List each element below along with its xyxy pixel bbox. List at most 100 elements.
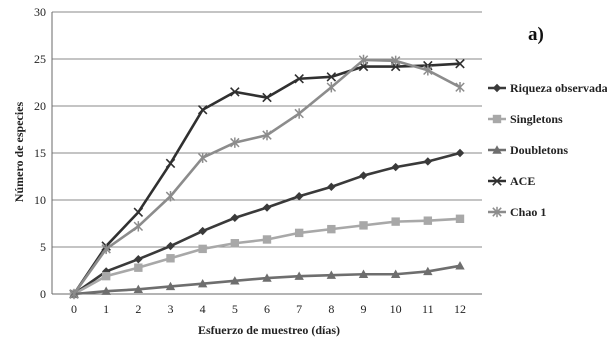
point-2-11	[423, 266, 433, 276]
point-0-9	[359, 171, 368, 180]
point-3-3	[165, 158, 176, 169]
point-1-12	[455, 214, 465, 223]
x-tick-label-2: 2	[135, 302, 141, 316]
point-1-11	[423, 216, 433, 225]
point-2-6	[262, 273, 272, 282]
x-tick-label-3: 3	[168, 302, 174, 316]
point-2-5	[230, 276, 240, 285]
x-tick-label-1: 1	[103, 302, 109, 316]
point-1-8	[327, 224, 336, 234]
y-tick-label-15: 15	[34, 146, 46, 160]
point-0-11	[423, 157, 433, 166]
y-axis-title: Número de especies	[12, 101, 26, 202]
point-1-9	[359, 221, 368, 230]
point-2-2	[133, 284, 144, 293]
point-4-12	[455, 82, 465, 93]
series-0	[69, 148, 465, 299]
point-0-4	[198, 226, 207, 236]
point-3-7	[294, 73, 304, 84]
point-3-4	[197, 104, 208, 115]
legend-entry-2: Doubletons	[488, 143, 568, 157]
legend-marker-4	[492, 206, 502, 218]
legend-label-3: ACE	[510, 174, 535, 188]
point-0-8	[327, 182, 336, 192]
point-2-3	[165, 281, 176, 291]
series-2	[69, 261, 465, 298]
point-0-12	[455, 148, 465, 158]
legend-label-1: Singletons	[510, 112, 563, 126]
x-tick-label-0: 0	[71, 302, 77, 316]
x-tick-label-12: 12	[454, 302, 466, 316]
point-2-8	[326, 270, 337, 279]
point-1-5	[230, 239, 240, 248]
y-tick-label-10: 10	[34, 193, 46, 207]
point-0-2	[134, 255, 143, 264]
legend-marker-1	[492, 114, 502, 124]
y-tick-label-0: 0	[40, 287, 46, 301]
point-1-10	[391, 217, 400, 226]
series-1	[69, 214, 465, 299]
point-4-1	[101, 243, 111, 255]
series-lines	[69, 54, 465, 300]
point-4-6	[262, 129, 272, 141]
legend-label-0: Riqueza observada	[510, 81, 607, 95]
point-0-7	[294, 192, 304, 201]
y-tick-label-30: 30	[34, 5, 46, 19]
x-tick-label-6: 6	[264, 302, 270, 316]
point-1-7	[294, 228, 304, 238]
point-4-11	[423, 65, 433, 76]
legend-label-4: Chao 1	[510, 205, 546, 219]
point-2-7	[294, 271, 304, 280]
point-0-3	[166, 241, 175, 251]
legend-marker-0	[492, 83, 502, 93]
point-4-0	[69, 288, 79, 300]
y-tick-label-5: 5	[40, 240, 46, 254]
legend-entry-3: ACE	[488, 174, 535, 188]
panel-label: a)	[528, 24, 544, 45]
point-4-9	[358, 54, 369, 66]
point-2-9	[358, 269, 369, 278]
x-tick-label-9: 9	[361, 302, 367, 316]
point-3-5	[230, 87, 240, 97]
y-tick-label-20: 20	[34, 99, 46, 113]
point-0-5	[230, 213, 240, 223]
grid	[52, 11, 482, 248]
legend-entry-1: Singletons	[488, 112, 563, 126]
point-4-5	[230, 137, 240, 148]
point-4-3	[165, 191, 176, 202]
x-tick-label-7: 7	[296, 302, 302, 316]
point-2-4	[197, 278, 208, 288]
legend-marker-3	[492, 176, 502, 186]
legend-marker-2	[492, 145, 502, 154]
point-4-7	[294, 108, 304, 119]
x-tick-label-8: 8	[328, 302, 334, 316]
point-1-2	[134, 263, 143, 272]
series-4	[69, 54, 465, 300]
point-3-12	[455, 58, 465, 69]
axes	[51, 12, 482, 295]
point-4-8	[326, 82, 337, 93]
series-line-4	[72, 58, 461, 295]
point-2-1	[101, 286, 111, 295]
x-tick-label-4: 4	[200, 302, 206, 316]
point-1-3	[166, 254, 175, 263]
legend: Riqueza observada Singletons Doubletons ACE…	[488, 81, 607, 219]
x-tick-label-5: 5	[232, 302, 238, 316]
point-3-2	[133, 207, 144, 217]
legend-label-2: Doubletons	[510, 143, 568, 157]
point-3-6	[262, 92, 272, 103]
point-2-12	[455, 261, 465, 270]
point-1-1	[101, 271, 111, 281]
x-tick-label-11: 11	[422, 302, 434, 316]
y-tick-label-25: 25	[34, 52, 46, 66]
legend-entry-0: Riqueza observada	[488, 81, 607, 95]
point-1-6	[262, 235, 272, 244]
point-4-2	[133, 221, 144, 232]
x-tick-label-10: 10	[390, 302, 402, 316]
point-3-8	[326, 72, 337, 82]
point-2-10	[390, 269, 401, 278]
point-0-10	[391, 162, 400, 172]
legend-entry-4: Chao 1	[488, 205, 546, 219]
